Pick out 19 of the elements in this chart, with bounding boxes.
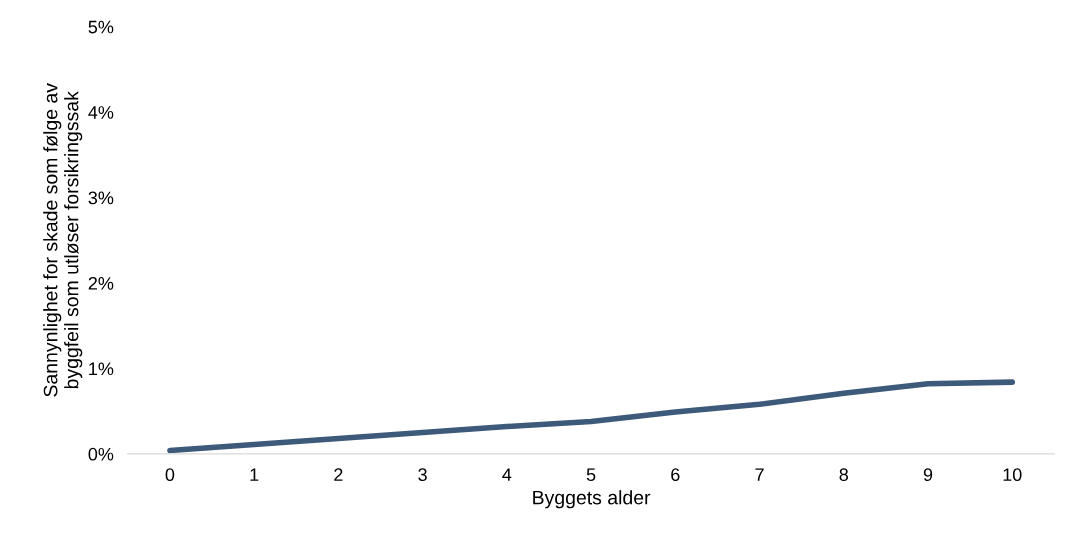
y-tick-label: 1% <box>89 362 114 376</box>
x-tick-label: 7 <box>755 468 764 481</box>
x-tick-label: 3 <box>418 468 427 482</box>
y-tick-label: 0% <box>88 447 114 461</box>
x-tick-label: 2 <box>334 468 343 481</box>
x-tick-label: 10 <box>1003 468 1022 482</box>
y-tick-label: 4% <box>88 106 114 119</box>
x-tick-label: 4 <box>502 468 512 481</box>
y-tick-label: 2% <box>88 276 114 290</box>
x-tick-label: 0 <box>165 468 175 482</box>
y-tick-label: 3% <box>88 191 114 205</box>
x-tick-label: 6 <box>671 468 680 482</box>
y-axis-title: Sannynlighet for skade som følge av byggfeil som utløser forsikringssak <box>43 83 83 397</box>
y-tick-label: 5% <box>88 20 114 34</box>
x-tick-label: 1 <box>250 468 259 481</box>
x-tick-label: 5 <box>586 468 596 482</box>
x-tick-label: 8 <box>839 468 849 482</box>
x-axis-title: Byggets alder <box>533 490 651 509</box>
x-tick-label: 9 <box>923 468 933 482</box>
